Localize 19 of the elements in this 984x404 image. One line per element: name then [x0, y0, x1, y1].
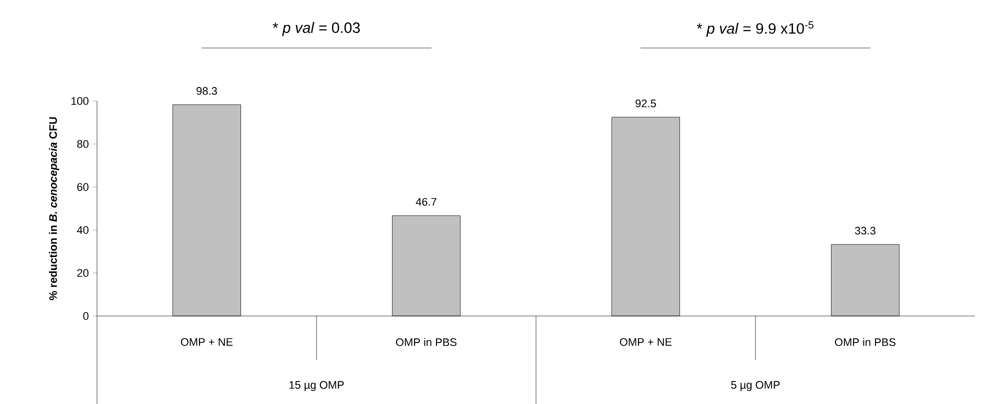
x-tick-label: OMP + NE	[180, 338, 233, 346]
data-label: 33.3	[855, 226, 876, 234]
data-label: 98.3	[196, 86, 217, 95]
y-tick-label: 20	[77, 269, 88, 277]
x-tick-label: OMP + NE	[620, 338, 672, 346]
text: *p val = 0.03	[272, 22, 360, 36]
x-tick-label: OMP in PBS	[835, 338, 896, 346]
y-tick-label: 80	[77, 140, 88, 148]
text: 5 µg OMP	[731, 380, 780, 391]
y-tick-label: 0	[83, 312, 88, 320]
text: 15 µg OMP	[290, 380, 344, 391]
data-label: 92.5	[636, 99, 656, 108]
y-axis-title: % reduction in B. cenocepacia CFU	[48, 117, 60, 300]
data-label: 46.7	[416, 198, 436, 206]
y-tick-label: 100	[71, 97, 88, 105]
y-tick-label: 40	[76, 226, 88, 234]
text: *p val = 9.9 x10$^{-5}$	[696, 21, 814, 37]
x-tick-label: OMP in PBS	[396, 338, 456, 346]
y-tick-label: 60	[77, 183, 88, 191]
